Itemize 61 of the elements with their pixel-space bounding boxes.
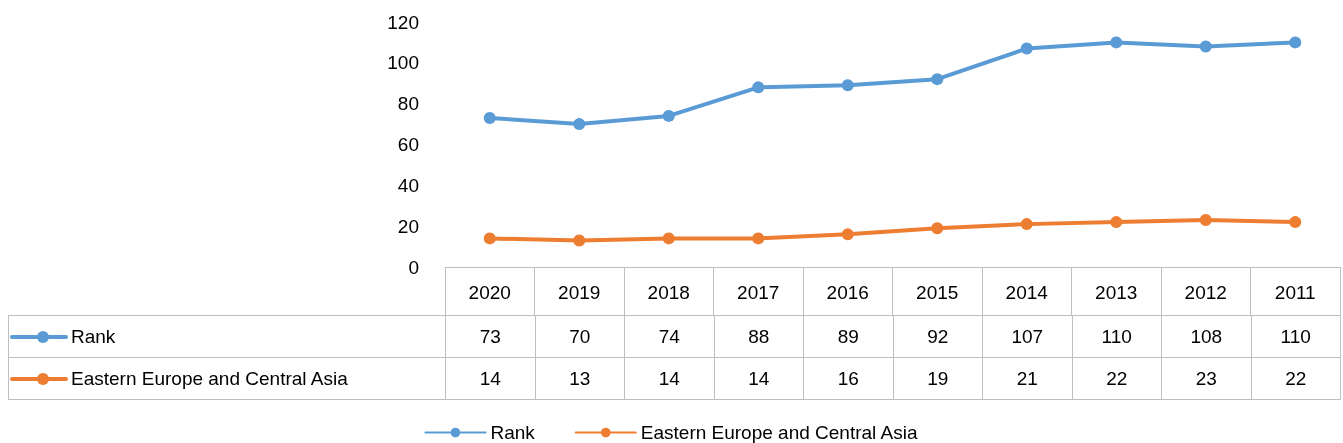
- data-label: 110: [1251, 315, 1341, 358]
- point: [662, 109, 675, 122]
- point: [1020, 218, 1033, 231]
- point: [573, 234, 586, 247]
- data-label: 89: [803, 315, 893, 358]
- data-label: 70: [535, 315, 625, 358]
- y-tick-label: 80: [397, 93, 419, 115]
- data-label: 110: [1072, 315, 1162, 358]
- legend-label: Eastern Europe and Central Asia: [640, 422, 918, 443]
- point: [931, 73, 944, 86]
- data-label: 23: [1161, 357, 1251, 400]
- point: [752, 232, 765, 245]
- point: [483, 111, 496, 124]
- x-tick-label: 2013: [1095, 282, 1138, 303]
- data-label: 88: [714, 315, 804, 358]
- y-tick-label: 0: [408, 256, 419, 278]
- data-label: 22: [1251, 357, 1341, 400]
- point: [752, 81, 765, 94]
- point: [1289, 36, 1302, 49]
- y-tick-label: 60: [397, 134, 419, 155]
- data-label: 21: [982, 357, 1072, 400]
- point: [573, 118, 586, 131]
- x-tick-label: 2012: [1184, 282, 1227, 303]
- point: [1289, 216, 1302, 229]
- point: [1110, 216, 1123, 229]
- data-label: 22: [1072, 357, 1162, 400]
- data-label: 92: [893, 315, 983, 358]
- x-tick-label: 2016: [826, 282, 869, 303]
- data-label: 14: [624, 357, 714, 400]
- point: [931, 222, 944, 235]
- y-tick-label: 100: [387, 52, 419, 74]
- point: [1110, 36, 1123, 49]
- data-label: 73: [445, 315, 535, 358]
- x-tick-label: 2014: [1005, 282, 1049, 303]
- y-tick-label: 20: [397, 215, 419, 237]
- point: [1199, 40, 1212, 53]
- y-tick-label: 120: [387, 11, 419, 33]
- x-tick-label: 2011: [1274, 282, 1316, 303]
- x-tick-label: 2019: [558, 282, 601, 303]
- data-label: 14: [445, 357, 535, 400]
- point: [841, 79, 854, 92]
- data-label: 107: [982, 315, 1072, 358]
- data-label: 108: [1161, 315, 1251, 358]
- x-tick-label: 2018: [647, 282, 690, 303]
- text: Rank: [71, 325, 116, 347]
- point: [483, 232, 496, 245]
- data-label: 13: [535, 357, 625, 400]
- x-tick-label: 2020: [468, 282, 511, 303]
- point: [1020, 42, 1033, 55]
- y-tick-label: 40: [397, 174, 419, 196]
- text: Eastern Europe and Central Asia: [71, 367, 348, 389]
- x-tick-label: 2015: [916, 282, 959, 303]
- data-label: 16: [803, 357, 893, 400]
- point: [1199, 214, 1212, 227]
- point: [662, 232, 675, 245]
- point: [841, 228, 854, 241]
- data-label: 74: [624, 315, 714, 358]
- data-label: 14: [714, 357, 804, 400]
- data-label: 19: [893, 357, 983, 400]
- x-tick-label: 2017: [737, 282, 780, 303]
- legend-label: Rank: [490, 422, 536, 443]
